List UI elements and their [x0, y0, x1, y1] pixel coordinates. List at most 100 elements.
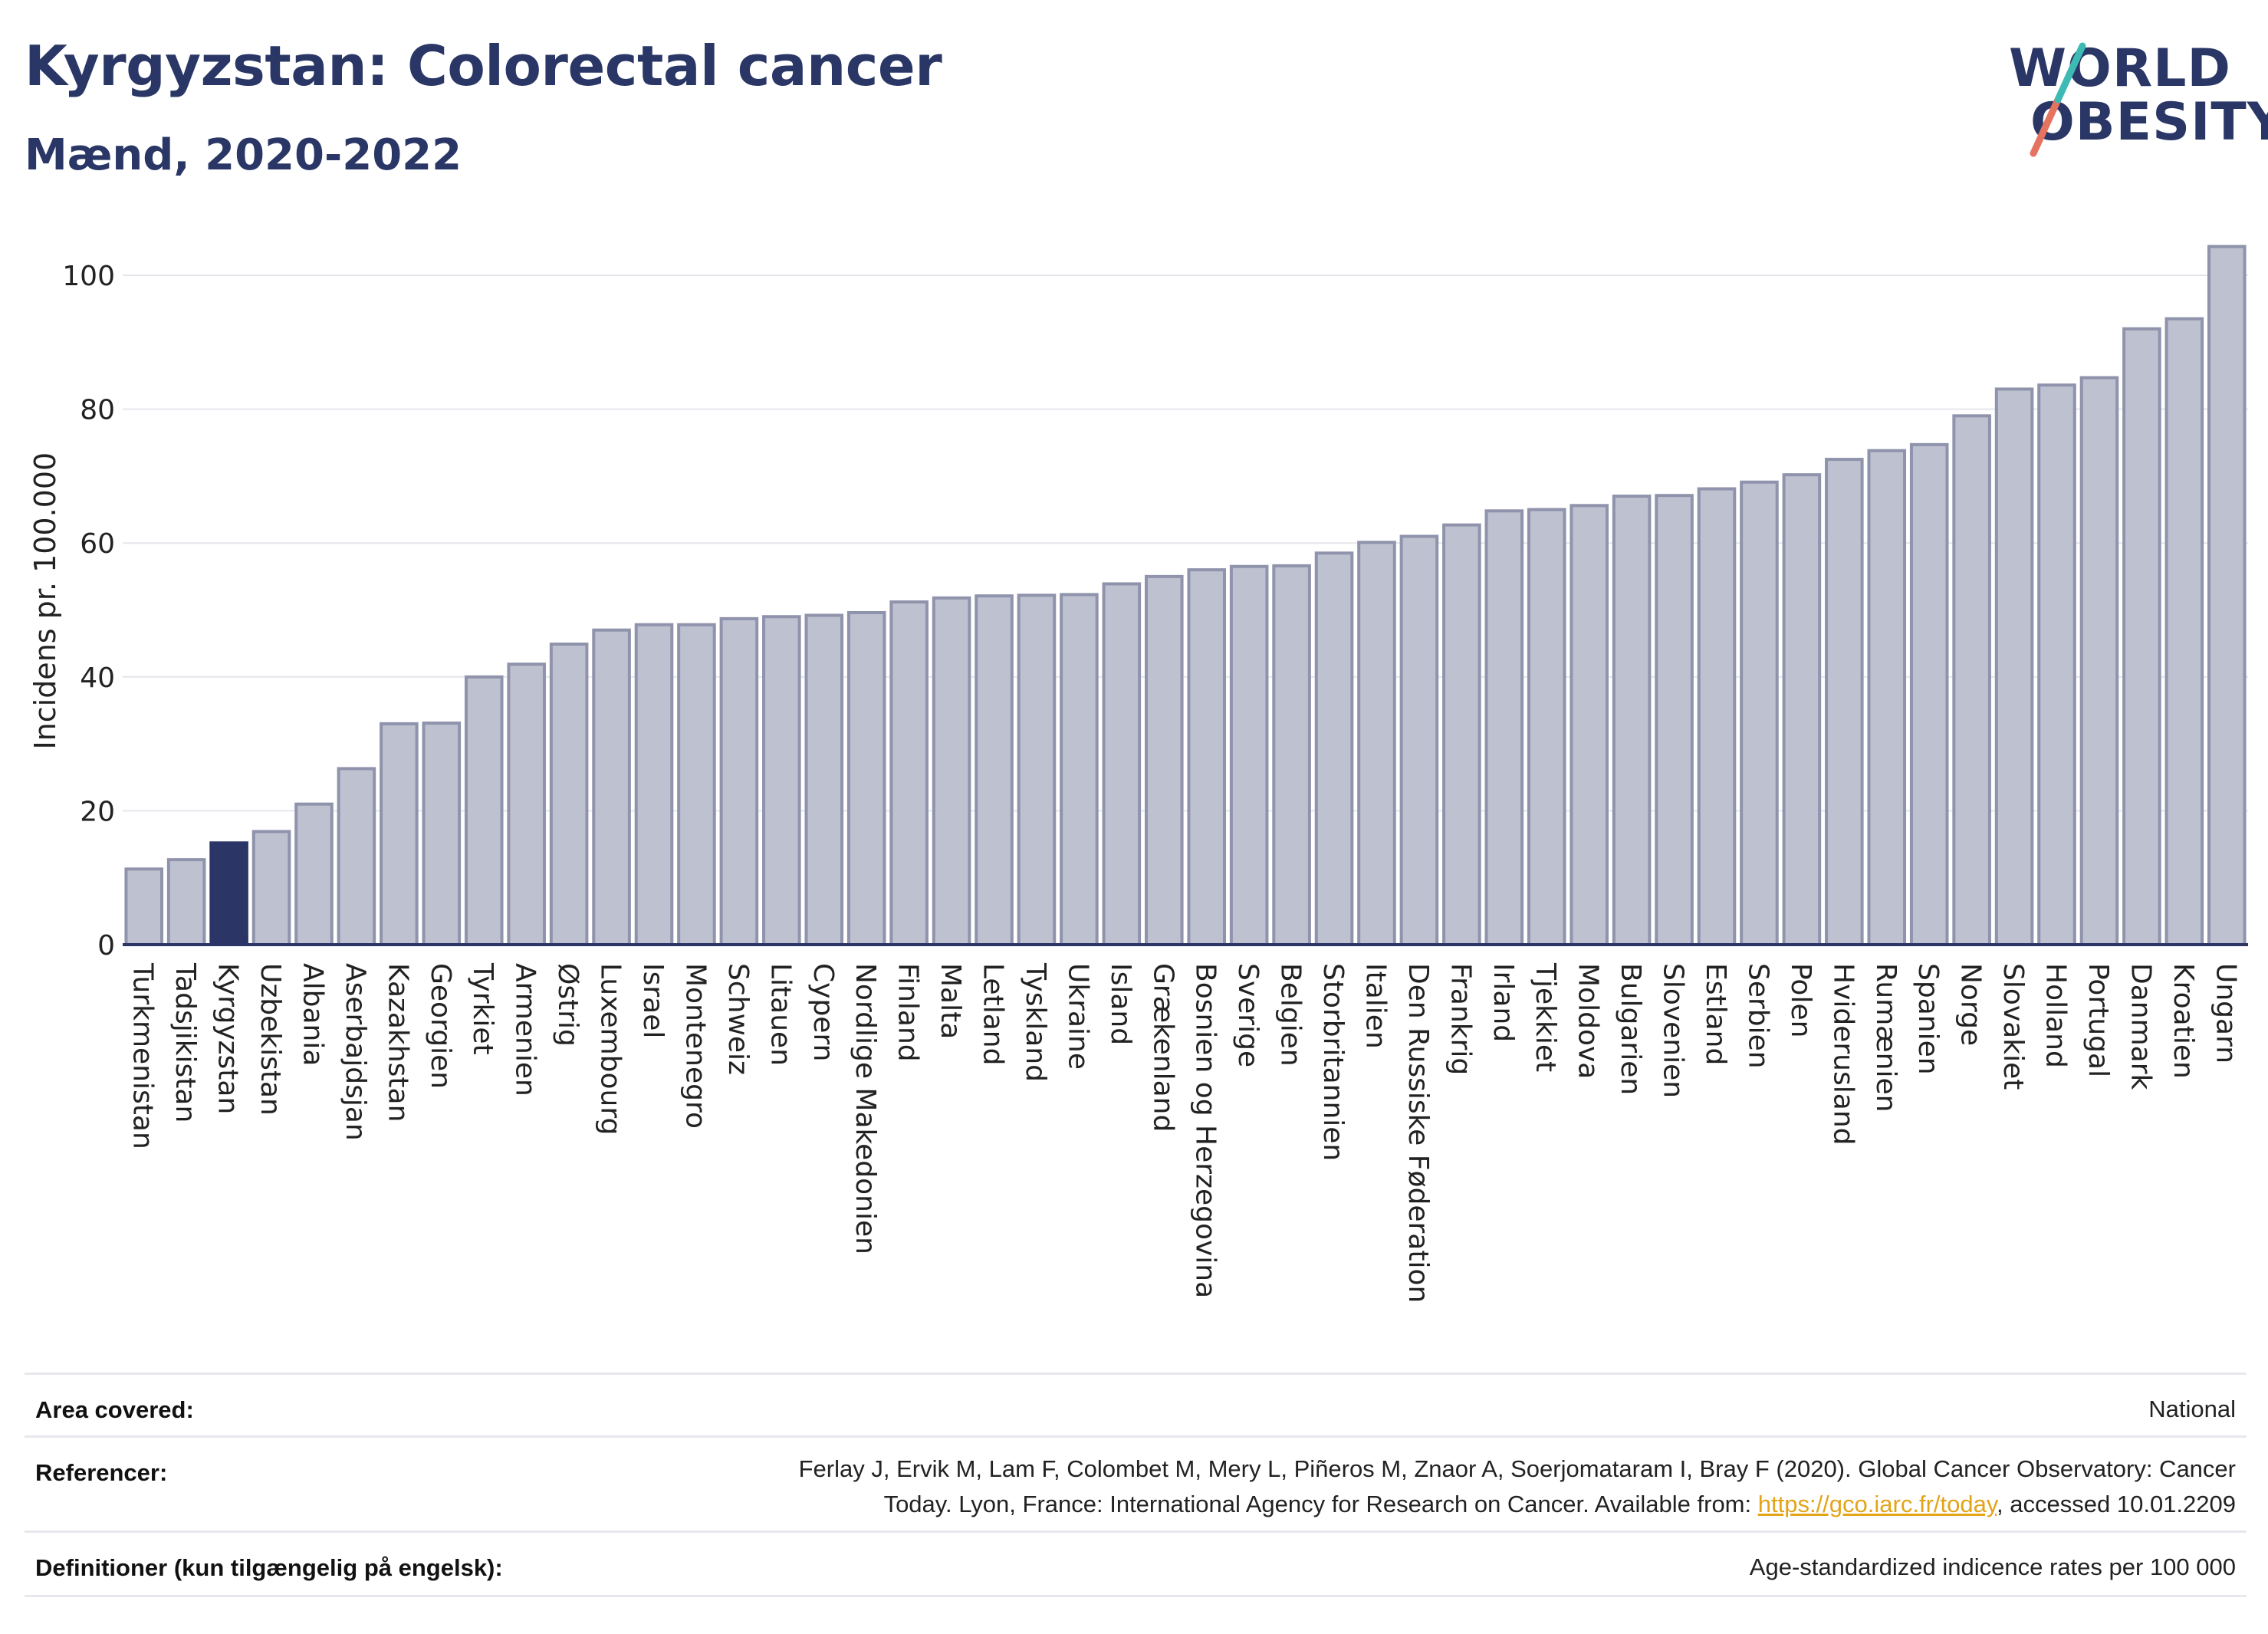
x-tick-label: Belgien — [1275, 963, 1307, 1067]
bar-bosnien-og-herzegovina[interactable] — [1187, 568, 1227, 946]
bar-irland[interactable] — [1484, 509, 1524, 946]
bar-kyrgyzstan[interactable] — [209, 841, 248, 946]
x-tick-label: Slovakiet — [1997, 963, 2029, 1090]
bar-polen[interactable] — [1782, 473, 1822, 946]
bar-estland[interactable] — [1697, 487, 1737, 946]
x-tick-label: Serbien — [1742, 963, 1773, 1069]
bar-cypern[interactable] — [804, 613, 844, 946]
references-label: Referencer: — [35, 1459, 168, 1486]
x-tick-label: Danmark — [2125, 963, 2156, 1090]
x-tick-label: Tjekkiet — [1530, 962, 1561, 1072]
world-obesity-logo[interactable]: WORLD OBESITY — [2003, 23, 2268, 161]
logo-word-2: OBESITY — [2030, 92, 2268, 153]
bar-ukraine[interactable] — [1060, 593, 1099, 947]
bar-tyskland[interactable] — [1017, 593, 1057, 946]
x-tick-label: Malta — [935, 963, 966, 1039]
y-tick-label: 80 — [80, 395, 115, 426]
x-tick-label: Rumænien — [1870, 963, 1902, 1112]
x-tick-label: Østrig — [552, 963, 583, 1047]
bar-albania[interactable] — [294, 802, 334, 947]
bar-malta[interactable] — [932, 596, 971, 946]
y-tick-label: 100 — [62, 261, 115, 292]
bar-tjekkiet[interactable] — [1527, 508, 1566, 946]
x-tick-label: Bulgarien — [1615, 963, 1646, 1095]
bar-slovakiet[interactable] — [1994, 387, 2034, 947]
bar-frankrig[interactable] — [1442, 523, 1481, 946]
page-subtitle: Mænd, 2020-2022 — [25, 130, 462, 180]
x-tick-label: Ukraine — [1062, 963, 1093, 1070]
bar-turkmenistan[interactable] — [124, 867, 164, 946]
y-axis-label: Incidens pr. 100.000 — [28, 452, 62, 750]
bar-rumænien[interactable] — [1867, 449, 1907, 946]
area-value: National — [2148, 1396, 2236, 1422]
bar-holland[interactable] — [2037, 383, 2076, 946]
bar-spanien[interactable] — [1909, 442, 1949, 946]
references-link[interactable]: https://gco.iarc.fr/today — [1757, 1491, 1997, 1517]
bar-schweiz[interactable] — [719, 616, 759, 946]
bar-storbritannien[interactable] — [1314, 551, 1354, 946]
page-title: Kyrgyzstan: Colorectal cancer — [25, 34, 942, 98]
bar-finland[interactable] — [889, 600, 929, 946]
bar-italien[interactable] — [1357, 541, 1396, 946]
x-tick-label: Portugal — [2082, 963, 2114, 1077]
bar-island[interactable] — [1102, 582, 1142, 946]
bar-bulgarien[interactable] — [1612, 495, 1652, 946]
x-tick-label: Frankrig — [1445, 963, 1476, 1075]
references-accessed: , accessed 10.01.2209 — [1997, 1491, 2236, 1517]
x-tick-label: Albania — [297, 963, 328, 1066]
bar-sverige[interactable] — [1229, 564, 1269, 946]
bar-den-russiske-føderation[interactable] — [1399, 534, 1439, 946]
x-tick-label: Island — [1105, 963, 1136, 1045]
bar-armenien[interactable] — [507, 662, 546, 946]
bar-letland[interactable] — [975, 594, 1014, 946]
x-tick-label: Sverige — [1232, 963, 1264, 1067]
bar-kazakhstan[interactable] — [380, 722, 419, 946]
x-tick-label: Italien — [1359, 963, 1391, 1049]
y-tick-label: 0 — [97, 930, 115, 962]
bar-moldova[interactable] — [1570, 504, 1609, 946]
bar-ungarn[interactable] — [2207, 245, 2247, 946]
bar-østrig[interactable] — [549, 643, 589, 946]
bar-portugal[interactable] — [2079, 376, 2119, 947]
references-line-1: Ferlay J, Ervik M, Lam F, Colombet M, Me… — [798, 1455, 2236, 1482]
x-tick-label: Nordlige Makedonien — [850, 963, 881, 1254]
footer-row-references: Referencer: Ferlay J, Ervik M, Lam F, Co… — [25, 1435, 2247, 1533]
bar-tyrkiet[interactable] — [464, 675, 504, 946]
bar-chart: 0 20 40 60 80 100 Turkmenistan Tadsjikistan Kyr… — [28, 245, 2248, 1303]
bar-danmark[interactable] — [2122, 327, 2161, 946]
bar-nordlige-makedonien[interactable] — [846, 610, 886, 946]
bar-kroatien[interactable] — [2164, 317, 2204, 946]
x-tick-label: Moldova — [1573, 963, 1604, 1079]
bars — [124, 245, 2247, 947]
x-tick-label: Finland — [892, 963, 924, 1062]
footer-bottom-rule — [25, 1595, 2247, 1597]
bar-luxembourg[interactable] — [592, 628, 631, 946]
bar-grækenland[interactable] — [1144, 574, 1184, 946]
bar-hviderusland[interactable] — [1825, 458, 1864, 946]
x-tick-label: Bosnien og Herzegovina — [1190, 963, 1221, 1298]
x-tick-label: Storbritannien — [1317, 963, 1349, 1161]
bar-belgien[interactable] — [1272, 564, 1311, 947]
bar-tadsjikistan[interactable] — [166, 858, 206, 947]
bar-uzbekistan[interactable] — [251, 830, 291, 947]
bar-serbien[interactable] — [1740, 480, 1779, 946]
x-tick-label: Slovenien — [1658, 963, 1689, 1098]
references-text: Today. Lyon, France: International Agenc… — [883, 1491, 1758, 1517]
bar-norge[interactable] — [1952, 414, 1991, 946]
bar-slovenien[interactable] — [1655, 494, 1694, 946]
logo-slash-icon — [2030, 42, 2086, 157]
x-tick-label: Litauen — [764, 963, 796, 1066]
x-tick-label: Irland — [1487, 963, 1519, 1042]
bar-georgien[interactable] — [422, 722, 462, 946]
footer-row-definitions: Definitioner (kun tilgængelig på engelsk… — [25, 1530, 2247, 1597]
bar-montenegro[interactable] — [677, 623, 716, 946]
bar-aserbajdsjan[interactable] — [337, 767, 376, 946]
bar-litauen[interactable] — [762, 615, 801, 946]
bar-israel[interactable] — [634, 623, 674, 946]
y-tick-label: 20 — [80, 796, 115, 827]
x-tick-label: Aserbajdsjan — [340, 963, 371, 1141]
x-tick-label: Spanien — [1912, 963, 1944, 1075]
area-label: Area covered: — [35, 1396, 194, 1423]
x-tick-label: Luxembourg — [595, 963, 626, 1135]
x-tick-label: Armenien — [510, 963, 541, 1096]
